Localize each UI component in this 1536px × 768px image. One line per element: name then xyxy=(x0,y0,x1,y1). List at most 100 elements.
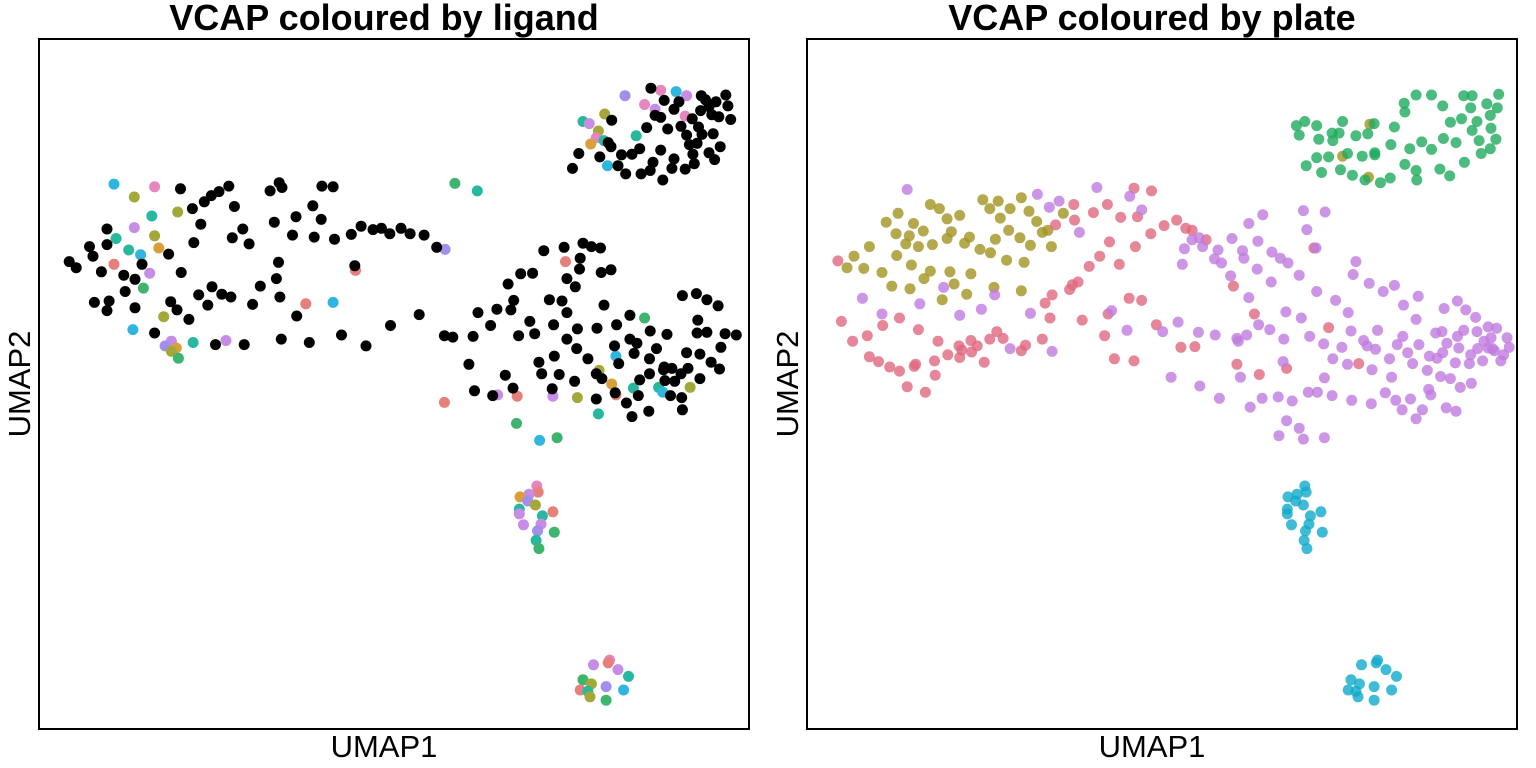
scatter-point xyxy=(534,434,546,446)
scatter-point xyxy=(1318,338,1330,350)
scatter-point xyxy=(1197,241,1209,253)
scatter-point xyxy=(508,294,520,306)
scatter-point xyxy=(1426,89,1437,101)
scatter-point xyxy=(644,165,656,176)
scatter-point xyxy=(1264,324,1276,336)
scatter-point xyxy=(901,184,913,195)
scatter-point xyxy=(1302,386,1314,398)
scatter-point xyxy=(1087,207,1099,219)
scatter-point xyxy=(894,365,905,377)
scatter-point xyxy=(1437,133,1449,144)
scatter-point xyxy=(1471,116,1483,127)
scatter-point xyxy=(1193,232,1205,244)
scatter-point xyxy=(1165,371,1177,383)
scatter-point xyxy=(588,659,599,671)
scatter-point xyxy=(1423,350,1435,362)
scatter-point xyxy=(924,199,936,210)
scatter-point xyxy=(1004,203,1016,215)
scatter-point xyxy=(193,289,205,301)
scatter-point xyxy=(1124,190,1136,202)
scatter-point xyxy=(1356,659,1367,671)
scatter-point xyxy=(977,194,989,206)
scatter-point xyxy=(681,90,693,102)
scatter-point xyxy=(848,250,860,262)
scatter-point xyxy=(524,315,536,327)
scatter-point xyxy=(713,111,725,123)
scatter-point xyxy=(1280,306,1292,318)
scatter-point xyxy=(574,263,585,275)
scatter-plot-plate xyxy=(806,38,1518,730)
scatter-point xyxy=(1232,335,1244,347)
scatter-point xyxy=(1384,353,1395,365)
scatter-point xyxy=(1176,258,1188,270)
scatter-point xyxy=(1209,329,1221,341)
scatter-point xyxy=(129,273,141,285)
scatter-point xyxy=(1123,292,1135,304)
scatter-point xyxy=(1066,279,1078,291)
scatter-point xyxy=(1257,209,1269,221)
scatter-point xyxy=(1189,341,1201,353)
scatter-point xyxy=(904,283,916,295)
scatter-point xyxy=(1036,333,1048,345)
scatter-point xyxy=(1194,380,1206,392)
scatter-point xyxy=(876,267,888,278)
scatter-point xyxy=(688,158,700,170)
scatter-point xyxy=(1018,256,1030,268)
scatter-point xyxy=(929,355,940,367)
scatter-point xyxy=(926,239,938,251)
scatter-point xyxy=(1104,236,1115,248)
scatter-point xyxy=(600,681,612,693)
scatter-point xyxy=(965,268,977,280)
scatter-point xyxy=(1106,305,1118,317)
scatter-point xyxy=(1136,294,1148,306)
scatter-point xyxy=(933,203,945,215)
scatter-point xyxy=(273,256,284,268)
scatter-point xyxy=(1323,322,1335,334)
scatter-point xyxy=(1380,664,1392,676)
scatter-point xyxy=(1243,292,1255,304)
scatter-point xyxy=(655,111,667,123)
scatter-point xyxy=(1252,235,1264,247)
chart-title: VCAP coloured by plate xyxy=(948,0,1356,38)
scatter-point xyxy=(1227,280,1239,292)
scatter-point xyxy=(681,347,693,359)
scatter-point xyxy=(1043,201,1055,213)
scatter-point xyxy=(529,328,541,340)
scatter-point xyxy=(1323,151,1335,163)
scatter-point xyxy=(596,373,608,385)
scatter-point xyxy=(683,139,695,151)
scatter-point xyxy=(127,324,139,336)
scatter-point xyxy=(651,343,662,355)
scatter-point xyxy=(1368,681,1380,693)
scatter-point xyxy=(634,143,646,155)
scatter-point xyxy=(128,191,140,203)
scatter-point xyxy=(1136,204,1148,216)
scatter-point xyxy=(119,286,131,297)
scatter-point xyxy=(110,233,122,244)
scatter-point xyxy=(590,393,602,405)
scatter-point xyxy=(135,249,147,261)
scatter-point xyxy=(505,304,517,316)
scatter-point xyxy=(1391,339,1403,351)
scatter-point xyxy=(712,300,724,312)
scatter-point xyxy=(300,298,312,310)
scatter-point xyxy=(1172,316,1184,328)
scatter-point xyxy=(108,178,120,190)
scatter-point xyxy=(1398,299,1409,311)
scatter-point xyxy=(1430,327,1442,339)
scatter-point xyxy=(308,231,320,243)
scatter-point xyxy=(1412,290,1424,302)
scatter-point xyxy=(149,181,161,193)
scatter-point xyxy=(1490,133,1502,145)
scatter-point xyxy=(1057,207,1069,219)
scatter-point xyxy=(861,330,873,342)
scatter-point xyxy=(471,185,483,197)
scatter-point xyxy=(360,340,372,352)
scatter-point xyxy=(1337,116,1349,127)
scatter-point xyxy=(307,200,319,212)
scatter-point xyxy=(1311,152,1323,164)
scatter-point xyxy=(900,238,912,250)
scatter-point xyxy=(1238,252,1250,264)
scatter-point xyxy=(657,174,669,186)
scatter-point xyxy=(316,180,328,192)
